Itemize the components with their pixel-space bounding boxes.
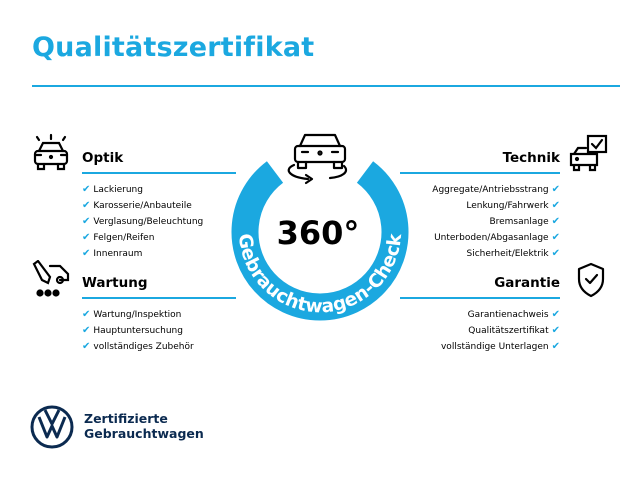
section-divider (82, 297, 236, 299)
section-divider (82, 172, 236, 174)
list-item: ✔ Karosserie/Anbauteile (82, 200, 192, 211)
list-item: ✔ Felgen/Reifen (82, 232, 155, 243)
section-optik: Optik ✔ Lackierung ✔ Karosserie/Anbauteile… (82, 150, 236, 262)
section-divider (400, 172, 560, 174)
check-icon: ✔ (551, 200, 560, 211)
list-item: ✔ Hauptuntersuchung (82, 325, 183, 336)
check-icon: ✔ (551, 248, 560, 259)
vw-logo (30, 405, 74, 449)
list-item: Unterboden/Abgasanlage ✔ (434, 232, 560, 243)
section-title: Wartung (82, 275, 148, 291)
section-technik: Technik Aggregate/Antriebsstrang ✔ Lenkun… (400, 150, 560, 262)
check-icon: ✔ (551, 216, 560, 227)
360-label: 360° (277, 214, 360, 252)
check-icon: ✔ (551, 184, 560, 195)
check-icon: ✔ (82, 216, 91, 227)
check-icon: ✔ (82, 325, 91, 336)
check-icon: ✔ (82, 309, 91, 320)
car-light-icon (33, 133, 69, 171)
list-item: ✔ Innenraum (82, 248, 143, 259)
check-icon: ✔ (551, 325, 560, 336)
section-wartung: Wartung ✔ Wartung/Inspektion ✔ Hauptunters… (82, 275, 236, 355)
check-icon: ✔ (82, 232, 91, 243)
list-item: vollständige Unterlagen ✔ (440, 341, 560, 352)
title-divider (32, 85, 620, 87)
check-icon: ✔ (82, 248, 91, 259)
list-item: ✔ vollständiges Zubehör (82, 341, 194, 352)
brand-name: Zertifizierte Gebrauchtwagen (84, 411, 204, 441)
list-item: Qualitätszertifikat ✔ (468, 325, 560, 336)
ring (231, 161, 409, 321)
section-divider (400, 297, 560, 299)
check-icon: ✔ (551, 341, 560, 352)
list-item: Bremsanlage ✔ (489, 216, 560, 227)
list-item: Aggregate/Antriebsstrang ✔ (432, 184, 560, 195)
section-title: Optik (82, 150, 124, 166)
shield-check-icon (577, 262, 605, 298)
list-item: ✔ Verglasung/Beleuchtung (82, 216, 204, 227)
check-icon: ✔ (82, 341, 91, 352)
list-item: ✔ Lackierung (82, 184, 143, 195)
check-icon: ✔ (82, 200, 91, 211)
list-item: Garantienachweis ✔ (467, 309, 560, 320)
list-item: Lenkung/Fahrwerk ✔ (466, 200, 560, 211)
list-item: Sicherheit/Elektrik ✔ (466, 248, 560, 259)
check-icon: ✔ (551, 309, 560, 320)
check-icon: ✔ (551, 232, 560, 243)
section-garantie: Garantie Garantienachweis ✔ Qualitätszert… (400, 275, 560, 355)
car-rotate-icon (287, 133, 348, 185)
section-title: Technik (502, 150, 560, 166)
car-checklist-icon (569, 134, 608, 172)
maintenance-icon (32, 260, 70, 297)
page-title: Qualitätszertifikat (32, 32, 315, 63)
check-icon: ✔ (82, 184, 91, 195)
list-item: ✔ Wartung/Inspektion (82, 309, 182, 320)
section-title: Garantie (494, 275, 560, 291)
